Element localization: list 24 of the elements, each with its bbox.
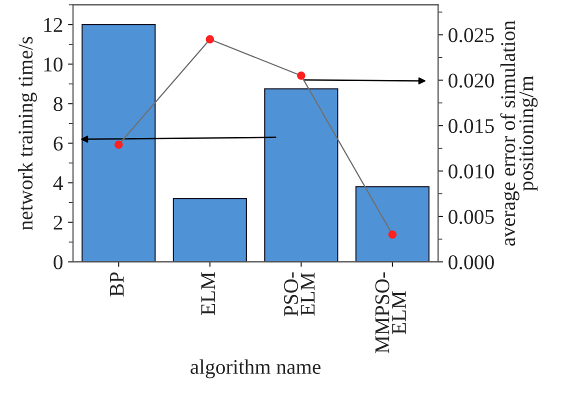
y-axis-title: network training time/s [18,36,37,230]
y2-tick-label: 0.005 [448,210,494,224]
x-tick-label: MMPSO- ELM [375,272,406,354]
y2-tick-label: 0.015 [448,118,494,134]
y2-tick-label: 0.020 [448,74,494,88]
y-tick-label: 4 [53,176,63,190]
point [297,71,306,80]
x-tick-label: PSO- ELM [284,272,315,316]
y-tick-label: 2 [54,216,62,230]
x-axis-title: algorithm name [190,359,320,378]
y2-tick-label: 0.000 [448,255,494,270]
y-tick-label: 10 [44,58,62,72]
y-tick-label: 12 [44,18,62,32]
y2-tick-label: 0.010 [448,164,494,179]
y-tick-label: 8 [54,97,62,112]
point [114,140,123,149]
point [206,35,214,44]
x-tick-label: BP [110,272,124,296]
x-tick-label: ELM [201,272,215,315]
y2-axis-title: average error of simulation positioning/m [500,20,538,246]
y-tick-label: 0 [54,255,62,270]
point [388,230,397,239]
y-tick-label: 6 [54,136,63,151]
y2-tick-label: 0.025 [448,28,494,42]
